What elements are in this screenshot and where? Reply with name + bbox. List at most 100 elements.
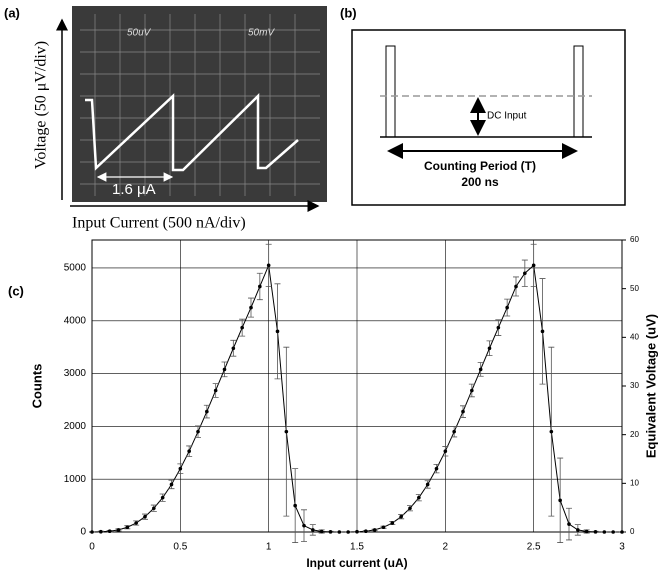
data-point: [602, 530, 607, 534]
data-point: [240, 325, 244, 330]
data-point: [443, 449, 448, 454]
data-point: [496, 325, 501, 330]
duration-label: 200 ns: [461, 175, 499, 189]
data-point: [134, 521, 138, 525]
scope-text: 50uV: [127, 28, 152, 39]
data-point: [311, 528, 315, 532]
data-point: [205, 409, 209, 414]
data-point: [355, 529, 359, 534]
data-point: [328, 530, 333, 534]
data-point: [584, 529, 589, 534]
data-point: [425, 482, 430, 487]
data-point: [284, 429, 289, 434]
data-point: [540, 329, 545, 334]
data-point: [319, 529, 324, 534]
data-point: [302, 523, 306, 528]
y2-axis-title: Equivalent Voltage (uV): [643, 314, 658, 458]
x-tick-label: 2: [443, 542, 449, 553]
y2-tick-label: 40: [630, 332, 639, 341]
data-point: [399, 514, 403, 519]
x-tick-label: 0: [89, 542, 95, 553]
x-tick-label: 1.5: [350, 542, 364, 553]
y-tick-label: 4000: [64, 315, 87, 326]
panel-label: (c): [8, 283, 24, 298]
sawtooth: [85, 93, 299, 172]
period-label: Counting Period (T): [424, 159, 536, 173]
data-point: [558, 498, 562, 503]
dc-label: DC Input: [487, 111, 527, 122]
data-point: [107, 529, 112, 534]
y-axis-title: Voltage (50 μV/div): [33, 41, 50, 169]
data-point: [213, 388, 218, 393]
data-point: [549, 429, 554, 434]
data-point: [337, 530, 342, 534]
data-point: [593, 530, 598, 534]
data-point: [293, 503, 297, 508]
panel-label: (a): [4, 5, 20, 20]
scope-grid: [80, 14, 320, 196]
data-point: [620, 530, 624, 534]
pulse: [573, 45, 584, 138]
data-point: [222, 367, 227, 372]
data-point: [116, 528, 121, 532]
data-point: [531, 263, 536, 268]
data-point: [99, 529, 103, 534]
data-point: [576, 528, 580, 532]
diagram-box: [351, 29, 626, 206]
span-label: 1.6 μA: [112, 181, 156, 198]
data-point: [611, 530, 615, 534]
y2-tick-label: 50: [630, 284, 639, 293]
data-point: [187, 449, 191, 454]
y2-tick-label: 0: [630, 527, 635, 536]
data-point: [160, 495, 165, 500]
x-axis-title: Input current (uA): [306, 556, 407, 570]
data-point: [523, 271, 527, 276]
data-point: [514, 284, 518, 289]
data-point: [169, 482, 174, 487]
data-point: [143, 514, 147, 519]
data-point: [231, 346, 236, 351]
data-point: [266, 263, 271, 268]
data-point: [372, 528, 377, 532]
data-point: [408, 506, 412, 511]
y-tick-label: 5000: [64, 263, 87, 274]
y-tick-label: 0: [80, 527, 86, 538]
data-point: [567, 522, 571, 526]
data-point: [90, 530, 94, 534]
x-tick-label: 3: [619, 542, 625, 553]
data-point: [487, 346, 492, 351]
x-tick-label: 2.5: [527, 542, 541, 553]
pulse: [385, 45, 396, 138]
data-point: [249, 305, 253, 310]
scope-text: 50mV: [248, 28, 275, 39]
data-point: [196, 429, 200, 434]
y2-tick-label: 30: [630, 381, 639, 390]
data-point: [178, 466, 183, 471]
y-axis-title: Counts: [29, 364, 44, 409]
x-tick-label: 1: [266, 542, 272, 553]
data-point: [461, 409, 465, 414]
panel-label: (b): [340, 5, 357, 20]
data-point: [125, 525, 130, 530]
data-point: [505, 305, 509, 310]
data-point: [381, 525, 386, 530]
data-point: [258, 284, 262, 289]
y-tick-label: 2000: [64, 421, 87, 432]
data-point: [152, 506, 156, 511]
data-point: [434, 466, 439, 471]
y2-tick-label: 20: [630, 430, 639, 439]
y-tick-label: 1000: [64, 474, 87, 485]
y2-tick-label: 10: [630, 478, 639, 487]
data-point: [417, 495, 421, 500]
data-point: [390, 521, 395, 525]
data-point: [346, 530, 350, 534]
data-point: [470, 388, 474, 393]
y-tick-label: 3000: [64, 368, 87, 379]
x-tick-label: 0.5: [173, 542, 187, 553]
data-point: [364, 529, 368, 534]
x-axis-title: Input Current (500 nA/div): [72, 215, 246, 232]
scope-screen: [72, 6, 327, 202]
data-point: [275, 329, 280, 334]
data-point: [452, 429, 456, 434]
